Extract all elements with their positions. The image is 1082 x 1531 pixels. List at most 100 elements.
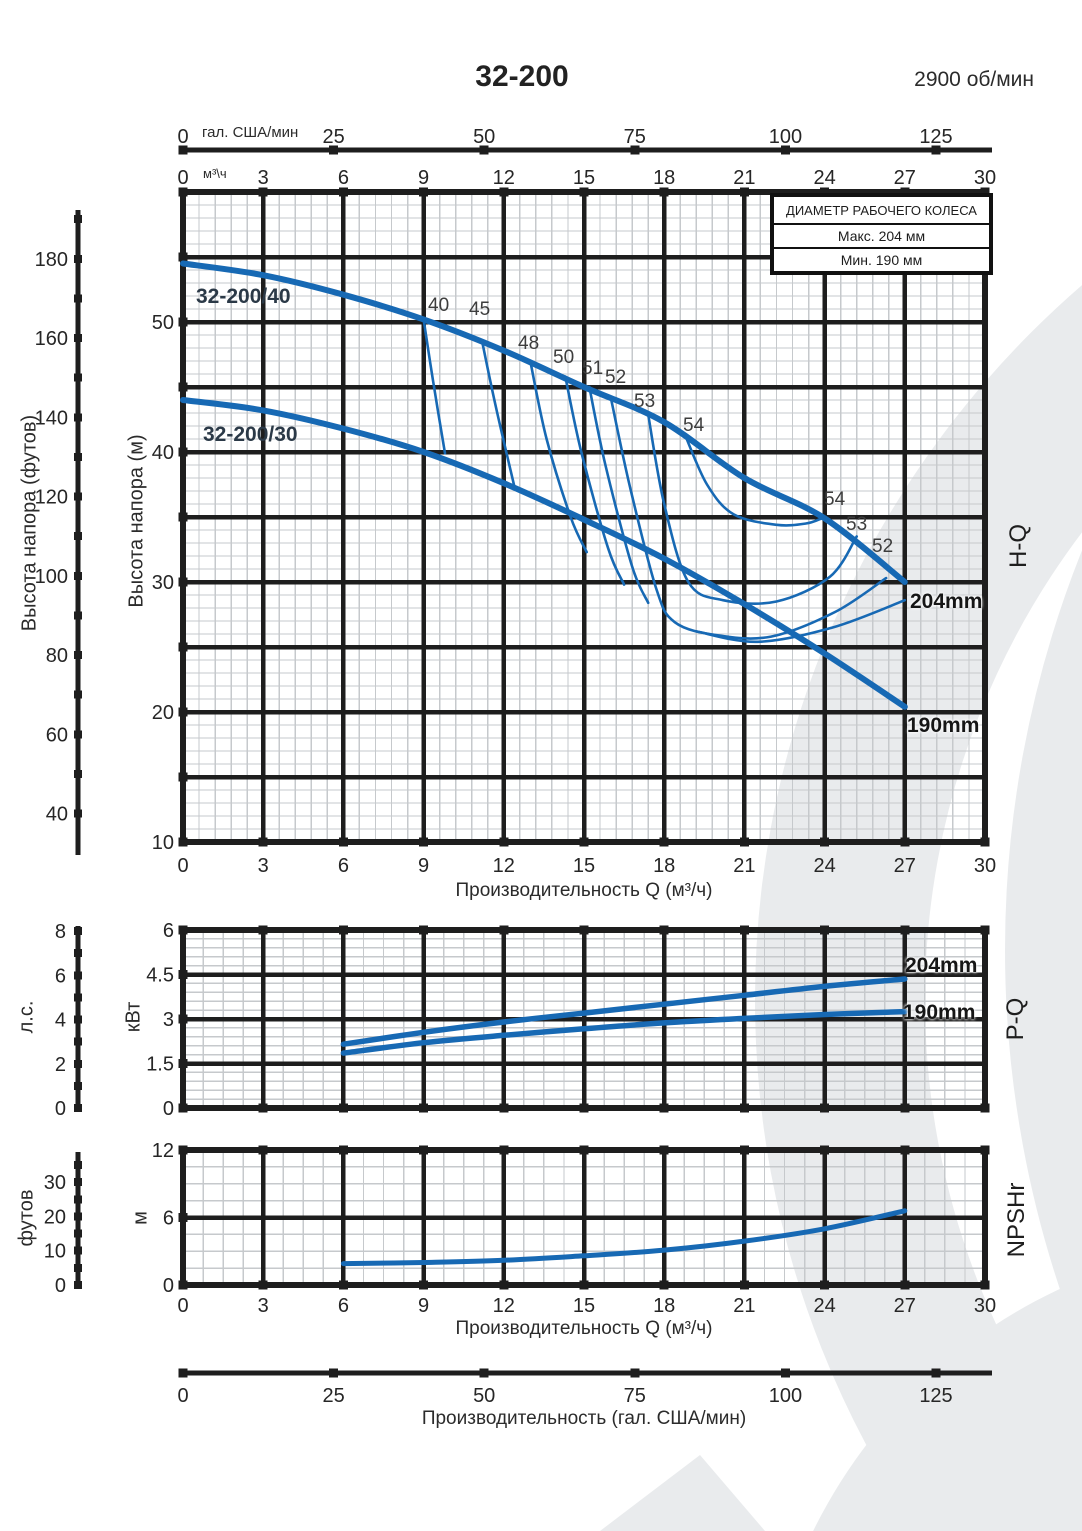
svg-text:125: 125: [919, 1385, 952, 1407]
svg-text:25: 25: [322, 126, 344, 148]
svg-text:9: 9: [418, 1295, 429, 1317]
svg-text:27: 27: [894, 1295, 916, 1317]
efficiency-label-48: 48: [518, 333, 540, 354]
svg-text:140: 140: [35, 407, 68, 429]
svg-text:0: 0: [177, 167, 188, 189]
svg-text:40: 40: [152, 442, 174, 464]
tick-labels: 0025255050757510010012512500033366699912…: [35, 126, 997, 1407]
svg-text:50: 50: [473, 1385, 495, 1407]
svg-text:10: 10: [44, 1241, 66, 1263]
power-hp-axis-title: л.с.: [15, 1000, 38, 1034]
svg-text:6: 6: [338, 1295, 349, 1317]
svg-text:12: 12: [493, 855, 515, 877]
svg-text:24: 24: [813, 1295, 835, 1317]
svg-text:6: 6: [338, 167, 349, 189]
hq-204mm-label: 204mm: [910, 590, 983, 613]
svg-text:20: 20: [44, 1206, 66, 1228]
power-kw-axis-title: кВт: [122, 1001, 145, 1033]
svg-text:12: 12: [493, 167, 515, 189]
svg-text:0: 0: [177, 1385, 188, 1407]
svg-text:21: 21: [733, 855, 755, 877]
svg-text:100: 100: [769, 1385, 802, 1407]
svg-text:30: 30: [44, 1172, 66, 1194]
svg-text:27: 27: [894, 855, 916, 877]
legend-max-row: Макс. 204 мм: [837, 228, 926, 244]
pq-190mm-label: 190mm: [903, 1001, 976, 1024]
watermark: [600, 285, 1082, 1531]
hq-190mm-label: 190mm: [907, 714, 980, 737]
npsh-m-axis-title: м: [129, 1211, 152, 1225]
svg-text:0: 0: [163, 1098, 174, 1120]
svg-text:21: 21: [733, 1295, 755, 1317]
impeller-legend: ДИАМЕТР РАБОЧЕГО КОЛЕСА Макс. 204 мм Мин…: [770, 193, 993, 275]
efficiency-label-52: 52: [605, 367, 627, 388]
svg-text:50: 50: [152, 312, 174, 334]
efficiency-label-51: 51: [582, 358, 604, 379]
svg-text:75: 75: [624, 126, 646, 148]
svg-text:60: 60: [46, 724, 68, 746]
svg-text:4.5: 4.5: [146, 965, 174, 987]
rpm-label: 2900 об/мин: [914, 68, 1034, 91]
head-ft-axis-title: Высота напора (футов): [18, 414, 41, 632]
svg-text:0: 0: [177, 1295, 188, 1317]
svg-text:15: 15: [573, 1295, 595, 1317]
efficiency-label-53-right: 53: [846, 514, 868, 535]
svg-text:3: 3: [163, 1009, 174, 1031]
svg-text:6: 6: [55, 965, 66, 987]
hq-side-label: H-Q: [1005, 524, 1032, 568]
svg-text:75: 75: [624, 1385, 646, 1407]
pq-curves: [340, 976, 908, 1056]
svg-text:160: 160: [35, 328, 68, 350]
svg-text:0: 0: [163, 1275, 174, 1297]
gal-unit-label: гал. США/мин: [202, 124, 299, 141]
svg-text:0: 0: [55, 1098, 66, 1120]
svg-text:40: 40: [46, 804, 68, 826]
svg-text:15: 15: [573, 855, 595, 877]
svg-text:0: 0: [55, 1275, 66, 1297]
svg-text:25: 25: [322, 1385, 344, 1407]
svg-text:3: 3: [258, 1295, 269, 1317]
m3h-unit-label: м³\ч: [203, 166, 227, 181]
svg-text:10: 10: [152, 832, 174, 854]
svg-text:30: 30: [974, 167, 996, 189]
npsh-x-axis-title: Производительность Q (м³/ч): [455, 1318, 713, 1339]
svg-text:18: 18: [653, 1295, 675, 1317]
efficiency-label-54: 54: [683, 415, 705, 436]
svg-text:20: 20: [152, 702, 174, 724]
svg-text:27: 27: [894, 167, 916, 189]
npsh-side-label: NPSHr: [1003, 1182, 1030, 1258]
svg-text:50: 50: [473, 126, 495, 148]
legend-min-row: Мин. 190 мм: [774, 247, 989, 271]
svg-text:30: 30: [974, 855, 996, 877]
pq-204mm-label: 204mm: [905, 954, 978, 977]
svg-text:180: 180: [35, 249, 68, 271]
curve-label-32-200-30: 32-200/30: [203, 423, 298, 446]
svg-text:18: 18: [653, 855, 675, 877]
npsh-ft-axis-title: футов: [15, 1189, 38, 1247]
svg-text:4: 4: [55, 1010, 66, 1032]
svg-text:9: 9: [418, 855, 429, 877]
svg-text:80: 80: [46, 645, 68, 667]
efficiency-label-45: 45: [469, 299, 491, 320]
curve-label-32-200-40: 32-200/40: [196, 285, 291, 308]
svg-text:120: 120: [35, 487, 68, 509]
svg-text:2: 2: [55, 1054, 66, 1076]
efficiency-label-53: 53: [634, 391, 656, 412]
svg-text:1.5: 1.5: [146, 1054, 174, 1076]
hq-x-axis-title: Производительность Q (м³/ч): [455, 880, 713, 901]
svg-text:24: 24: [813, 855, 835, 877]
efficiency-label-50: 50: [553, 347, 575, 368]
legend-header: ДИАМЕТР РАБОЧЕГО КОЛЕСА: [774, 197, 989, 225]
svg-text:6: 6: [163, 1208, 174, 1230]
hq-main-curves: [180, 260, 908, 710]
efficiency-label-54-right: 54: [824, 489, 846, 510]
svg-text:24: 24: [813, 167, 835, 189]
svg-text:12: 12: [152, 1140, 174, 1162]
svg-text:100: 100: [769, 126, 802, 148]
gal-x-axis-title: Производительность (гал. США/мин): [421, 1408, 747, 1429]
svg-text:6: 6: [163, 920, 174, 942]
svg-text:30: 30: [152, 572, 174, 594]
external-axes: [74, 145, 992, 1378]
